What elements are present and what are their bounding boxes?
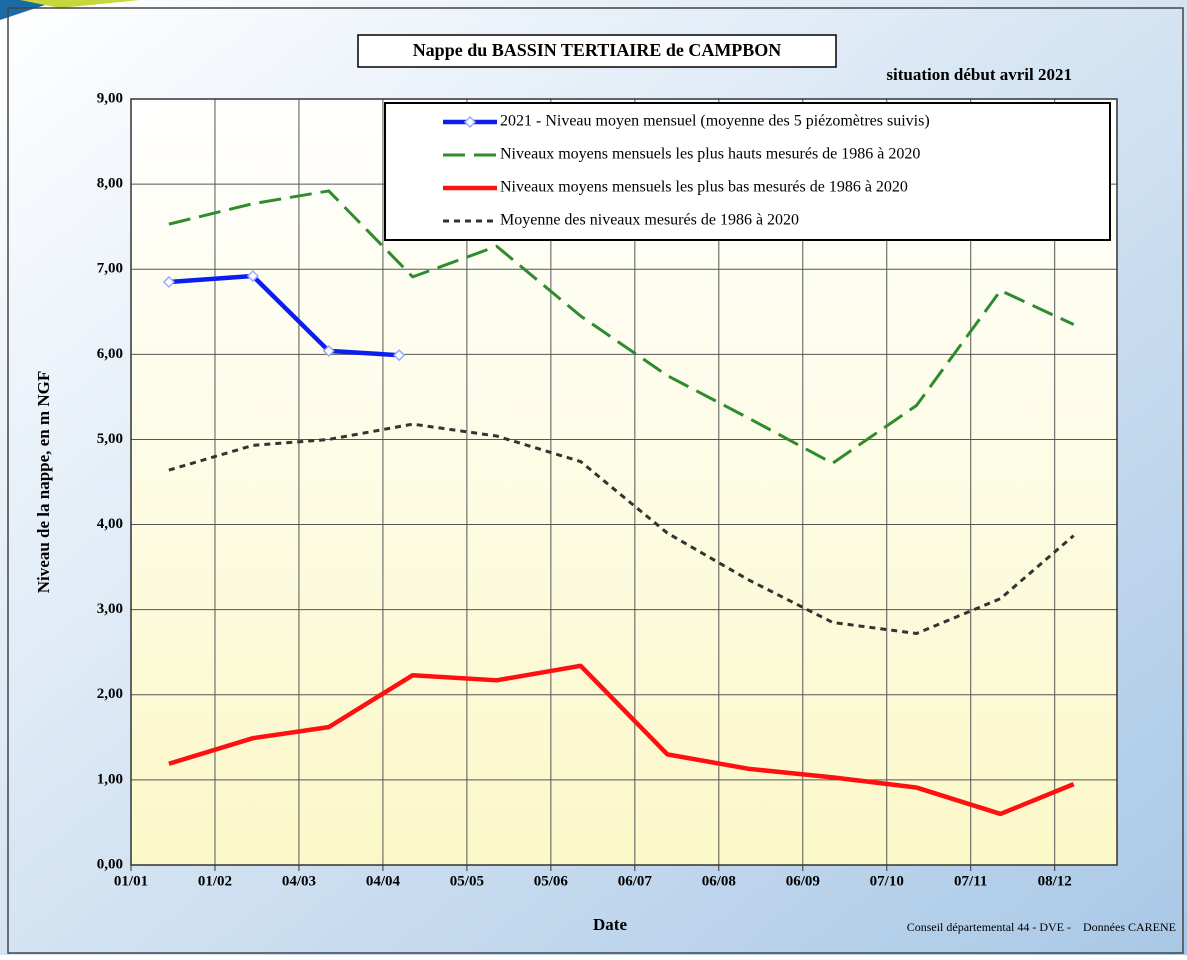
legend-label: 2021 - Niveau moyen mensuel (moyenne des… [500,113,930,130]
subtitle: situation début avril 2021 [886,65,1072,84]
x-tick-label: 06/07 [618,873,653,889]
y-tick-label: 1,00 [97,771,123,787]
legend-label: Niveaux moyens mensuels les plus bas mes… [500,179,908,196]
x-tick-label: 05/06 [534,873,569,889]
frame [7,7,1184,954]
y-tick-label: 0,00 [97,856,123,872]
y-tick-label: 4,00 [97,516,123,532]
point-marker [393,349,406,362]
y-tick-label: 3,00 [97,601,123,617]
x-tick-label: 06/08 [702,873,736,889]
x-tick-label: 08/12 [1038,873,1072,889]
y-tick-label: 5,00 [97,431,123,447]
point-marker [246,269,259,283]
x-tick-label: 04/03 [282,873,316,889]
series-line [168,189,1075,465]
x-tick-label: 06/09 [786,873,820,889]
legend-marker [463,115,477,129]
point-marker [322,344,335,357]
series-line [168,422,1075,635]
x-tick-label: 04/04 [366,873,401,889]
chart-title: Nappe du BASSIN TERTIAIRE de CAMPBON [413,40,782,60]
series-line [168,273,400,358]
legend-label: Moyenne des niveaux mesurés de 1986 à 20… [500,212,799,229]
y-tick-label: 9,00 [97,90,123,106]
point-marker [162,275,175,289]
y-tick-label: 7,00 [97,261,123,277]
y-axis-label: Niveau de la nappe, en m NGF [34,371,53,593]
source-note: Conseil départemental 44 - DVE - Données… [907,920,1176,934]
legend [384,102,1111,241]
series-line [168,663,1075,817]
logo [20,0,140,8]
x-tick-label: 05/05 [450,873,484,889]
legend-label: Niveaux moyens mensuels les plus hauts m… [500,146,920,163]
y-tick-label: 8,00 [97,176,123,192]
x-axis-label: Date [593,915,627,934]
x-tick-label: 07/11 [954,873,987,889]
title-box [357,34,837,68]
plot-border [130,98,1118,866]
x-tick-label: 07/10 [870,873,904,889]
y-tick-label: 2,00 [97,686,123,702]
x-tick-label: 01/02 [198,873,232,889]
y-tick-label: 6,00 [97,346,123,362]
x-tick-label: 01/01 [114,873,148,889]
